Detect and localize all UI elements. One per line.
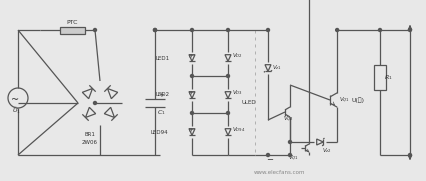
- Text: $V_{z1}$: $V_{z1}$: [271, 64, 281, 72]
- Text: $V_{Q1}$: $V_{Q1}$: [338, 95, 349, 105]
- Circle shape: [408, 28, 411, 31]
- Text: $V_{Q2}$: $V_{Q2}$: [282, 114, 293, 124]
- Text: ULED: ULED: [242, 100, 256, 106]
- Bar: [373, 65, 385, 90]
- Bar: [60, 26, 85, 33]
- Text: $V_{D3}$: $V_{D3}$: [231, 89, 242, 97]
- Text: 2W06: 2W06: [82, 140, 98, 144]
- Text: $C_1$: $C_1$: [157, 109, 165, 117]
- Circle shape: [288, 140, 291, 144]
- Text: LED1: LED1: [155, 56, 170, 60]
- Text: LED2: LED2: [155, 92, 170, 98]
- Text: www.elecfans.com: www.elecfans.com: [253, 171, 305, 176]
- Circle shape: [408, 153, 411, 157]
- Circle shape: [335, 28, 338, 31]
- Circle shape: [153, 28, 156, 31]
- Text: LED94: LED94: [150, 129, 167, 134]
- Text: $R_1$: $R_1$: [383, 73, 392, 82]
- Text: −: −: [266, 155, 273, 165]
- Text: $V_{D2}$: $V_{D2}$: [231, 52, 242, 60]
- Text: $V_{z2}$: $V_{z2}$: [321, 147, 331, 155]
- Text: $V_{D94}$: $V_{D94}$: [231, 126, 245, 134]
- Text: $V_{Q1}$: $V_{Q1}$: [288, 153, 298, 163]
- Circle shape: [226, 75, 229, 77]
- Text: ~: ~: [11, 95, 19, 105]
- Circle shape: [266, 28, 269, 31]
- Text: PTC: PTC: [66, 20, 78, 26]
- Circle shape: [93, 102, 96, 104]
- Circle shape: [153, 28, 156, 31]
- Text: U(恒): U(恒): [350, 97, 363, 103]
- Circle shape: [226, 28, 229, 31]
- Text: BR1: BR1: [84, 132, 95, 138]
- Circle shape: [93, 28, 96, 31]
- Circle shape: [190, 75, 193, 77]
- Circle shape: [190, 111, 193, 115]
- Text: +: +: [158, 92, 164, 98]
- Text: $\tilde{U}_1$: $\tilde{U}_1$: [12, 106, 21, 116]
- Circle shape: [266, 153, 269, 157]
- Circle shape: [226, 111, 229, 115]
- Circle shape: [377, 28, 380, 31]
- Circle shape: [190, 28, 193, 31]
- Circle shape: [288, 153, 291, 157]
